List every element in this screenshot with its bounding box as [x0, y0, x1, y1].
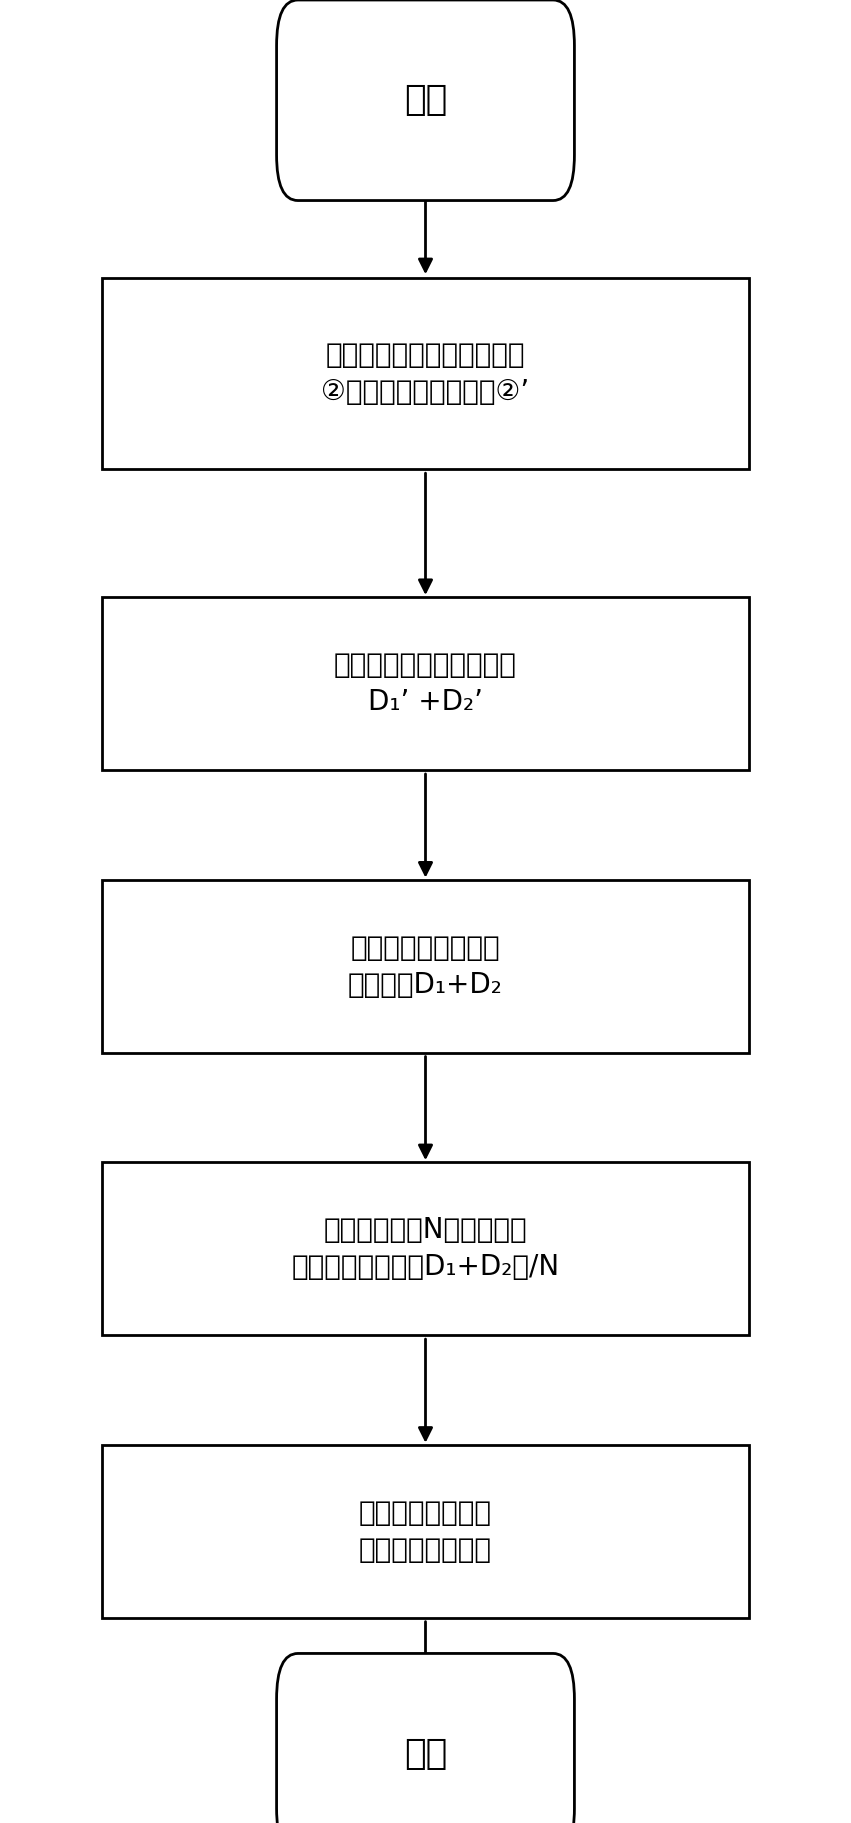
Text: 计算平面反射镇轴向
扫描范围D₁+D₂: 计算平面反射镇轴向 扫描范围D₁+D₂: [348, 933, 503, 999]
Text: 设置平面反射镇至初始位置
②，双光子聚焦位置为②’: 设置平面反射镇至初始位置 ②，双光子聚焦位置为②’: [322, 341, 529, 407]
FancyBboxPatch shape: [277, 1653, 574, 1823]
FancyBboxPatch shape: [102, 277, 749, 469]
FancyBboxPatch shape: [102, 1163, 749, 1334]
Text: 结束: 结束: [404, 1737, 447, 1770]
Text: 设置扫描层数N，则平面反
射镇扫描步进为（D₁+D₂）/N: 设置扫描层数N，则平面反 射镇扫描步进为（D₁+D₂）/N: [291, 1216, 560, 1282]
FancyBboxPatch shape: [102, 598, 749, 769]
FancyBboxPatch shape: [102, 1444, 749, 1619]
Text: 开启光镞和双光子
进行三维扫描成像: 开启光镞和双光子 进行三维扫描成像: [359, 1499, 492, 1564]
Text: 开始: 开始: [404, 84, 447, 117]
FancyBboxPatch shape: [277, 0, 574, 201]
Text: 设置双光子轴向扫描范围
D₁’ +D₂’: 设置双光子轴向扫描范围 D₁’ +D₂’: [334, 651, 517, 716]
FancyBboxPatch shape: [102, 881, 749, 1054]
